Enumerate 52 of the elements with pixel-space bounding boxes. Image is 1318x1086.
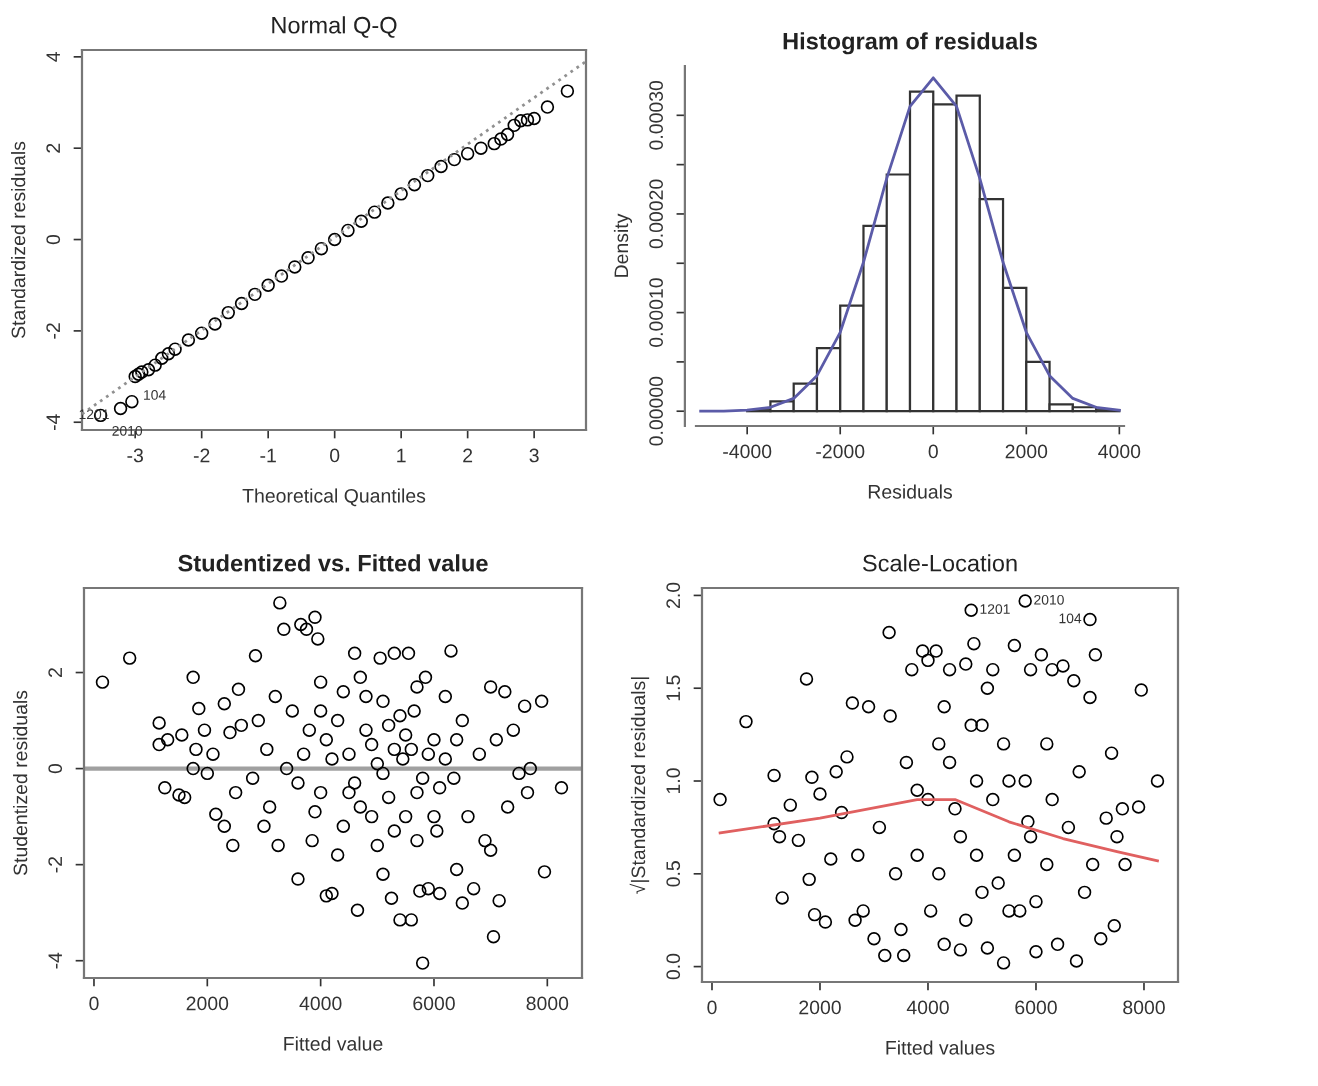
x-tick-label: -2000 <box>816 444 865 459</box>
x-tick-label: -4000 <box>723 444 772 459</box>
y-tick-label: 2 <box>48 668 62 677</box>
x-tick-label: 6000 <box>1015 1000 1057 1015</box>
y-tick-label: 0 <box>46 234 61 245</box>
y-tick-label: 0 <box>48 763 63 774</box>
x-axis-title: Residuals <box>868 484 952 499</box>
y-tick-label: -2 <box>46 323 60 339</box>
y-tick-label: 0.00020 <box>649 179 663 249</box>
y-tick-label: 0.5 <box>666 861 681 887</box>
x-tick-label: 4000 <box>906 1000 949 1015</box>
y-tick-label: -2 <box>48 856 62 873</box>
x-tick-label: 0 <box>330 448 340 463</box>
x-tick-label: 8000 <box>1123 1000 1165 1015</box>
x-tick-label: 6000 <box>413 996 455 1011</box>
x-tick-label: -2 <box>193 448 210 463</box>
y-tick-label: 2 <box>46 143 60 153</box>
y-tick-label: 2.0 <box>666 582 681 608</box>
x-tick-label: 0 <box>707 1000 717 1015</box>
x-tick-label: 2000 <box>186 996 229 1011</box>
x-tick-label: 3 <box>529 448 539 463</box>
y-tick-label: -4 <box>48 952 62 969</box>
x-tick-label: 4000 <box>1098 444 1141 459</box>
x-tick-label: 8000 <box>526 996 569 1011</box>
y-tick-label: 0.00010 <box>649 278 663 347</box>
y-axis-title: Density <box>613 213 633 277</box>
x-tick-label: 0 <box>928 444 938 459</box>
x-tick-label: 0 <box>89 996 99 1011</box>
y-tick-label: 1.0 <box>666 768 681 794</box>
x-tick-label: 2000 <box>799 1000 841 1015</box>
chart-title: Studentized vs. Fitted value <box>178 554 488 572</box>
x-tick-label: -3 <box>127 448 143 463</box>
x-axis-title: Fitted values <box>886 1040 995 1055</box>
x-tick-label: 4000 <box>299 996 342 1011</box>
y-tick-label: 1.5 <box>666 675 681 701</box>
chart-title: Normal Q-Q <box>272 16 397 38</box>
x-tick-label: -1 <box>260 448 276 463</box>
y-axis-title: Standardized residuals <box>11 141 26 339</box>
x-axis-title: Fitted value <box>284 1036 383 1051</box>
x-tick-label: 2 <box>463 448 473 463</box>
y-axis-title: √|Standardized residuals| <box>629 677 650 894</box>
x-tick-label: 2000 <box>1005 444 1048 459</box>
x-tick-label: 1 <box>397 448 406 463</box>
y-tick-label: 0.0 <box>666 953 681 980</box>
x-axis-title: Theoretical Quantiles <box>242 488 426 507</box>
chart-title: Scale-Location <box>862 554 1017 572</box>
y-tick-label: 0.00000 <box>649 376 663 446</box>
y-tick-label: -4 <box>46 414 60 431</box>
y-axis-title: Studentized residuals <box>13 690 28 876</box>
y-tick-label: 0.00030 <box>649 80 663 150</box>
y-tick-label: 4 <box>46 52 60 62</box>
chart-title: Histogram of residuals <box>783 32 1037 55</box>
